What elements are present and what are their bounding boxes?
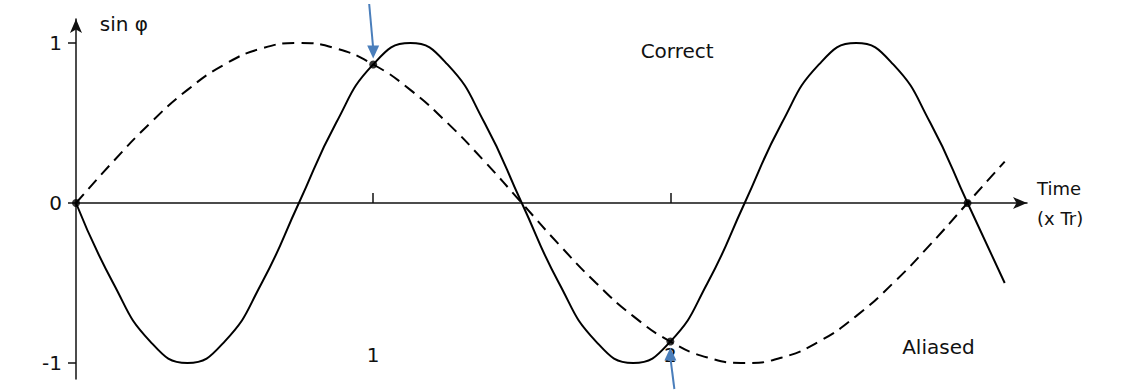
svg-text:2: 2 xyxy=(664,343,677,367)
svg-text:(x Tr): (x Tr) xyxy=(1037,208,1083,229)
svg-text:0: 0 xyxy=(49,191,62,215)
svg-text:1: 1 xyxy=(367,343,380,367)
svg-text:1: 1 xyxy=(49,31,62,55)
svg-text:Time: Time xyxy=(1036,178,1081,199)
svg-text:Aliased: Aliased xyxy=(902,335,974,359)
svg-text:-1: -1 xyxy=(42,351,62,375)
svg-text:Correct: Correct xyxy=(641,39,714,63)
svg-text:sin φ: sin φ xyxy=(100,12,148,36)
